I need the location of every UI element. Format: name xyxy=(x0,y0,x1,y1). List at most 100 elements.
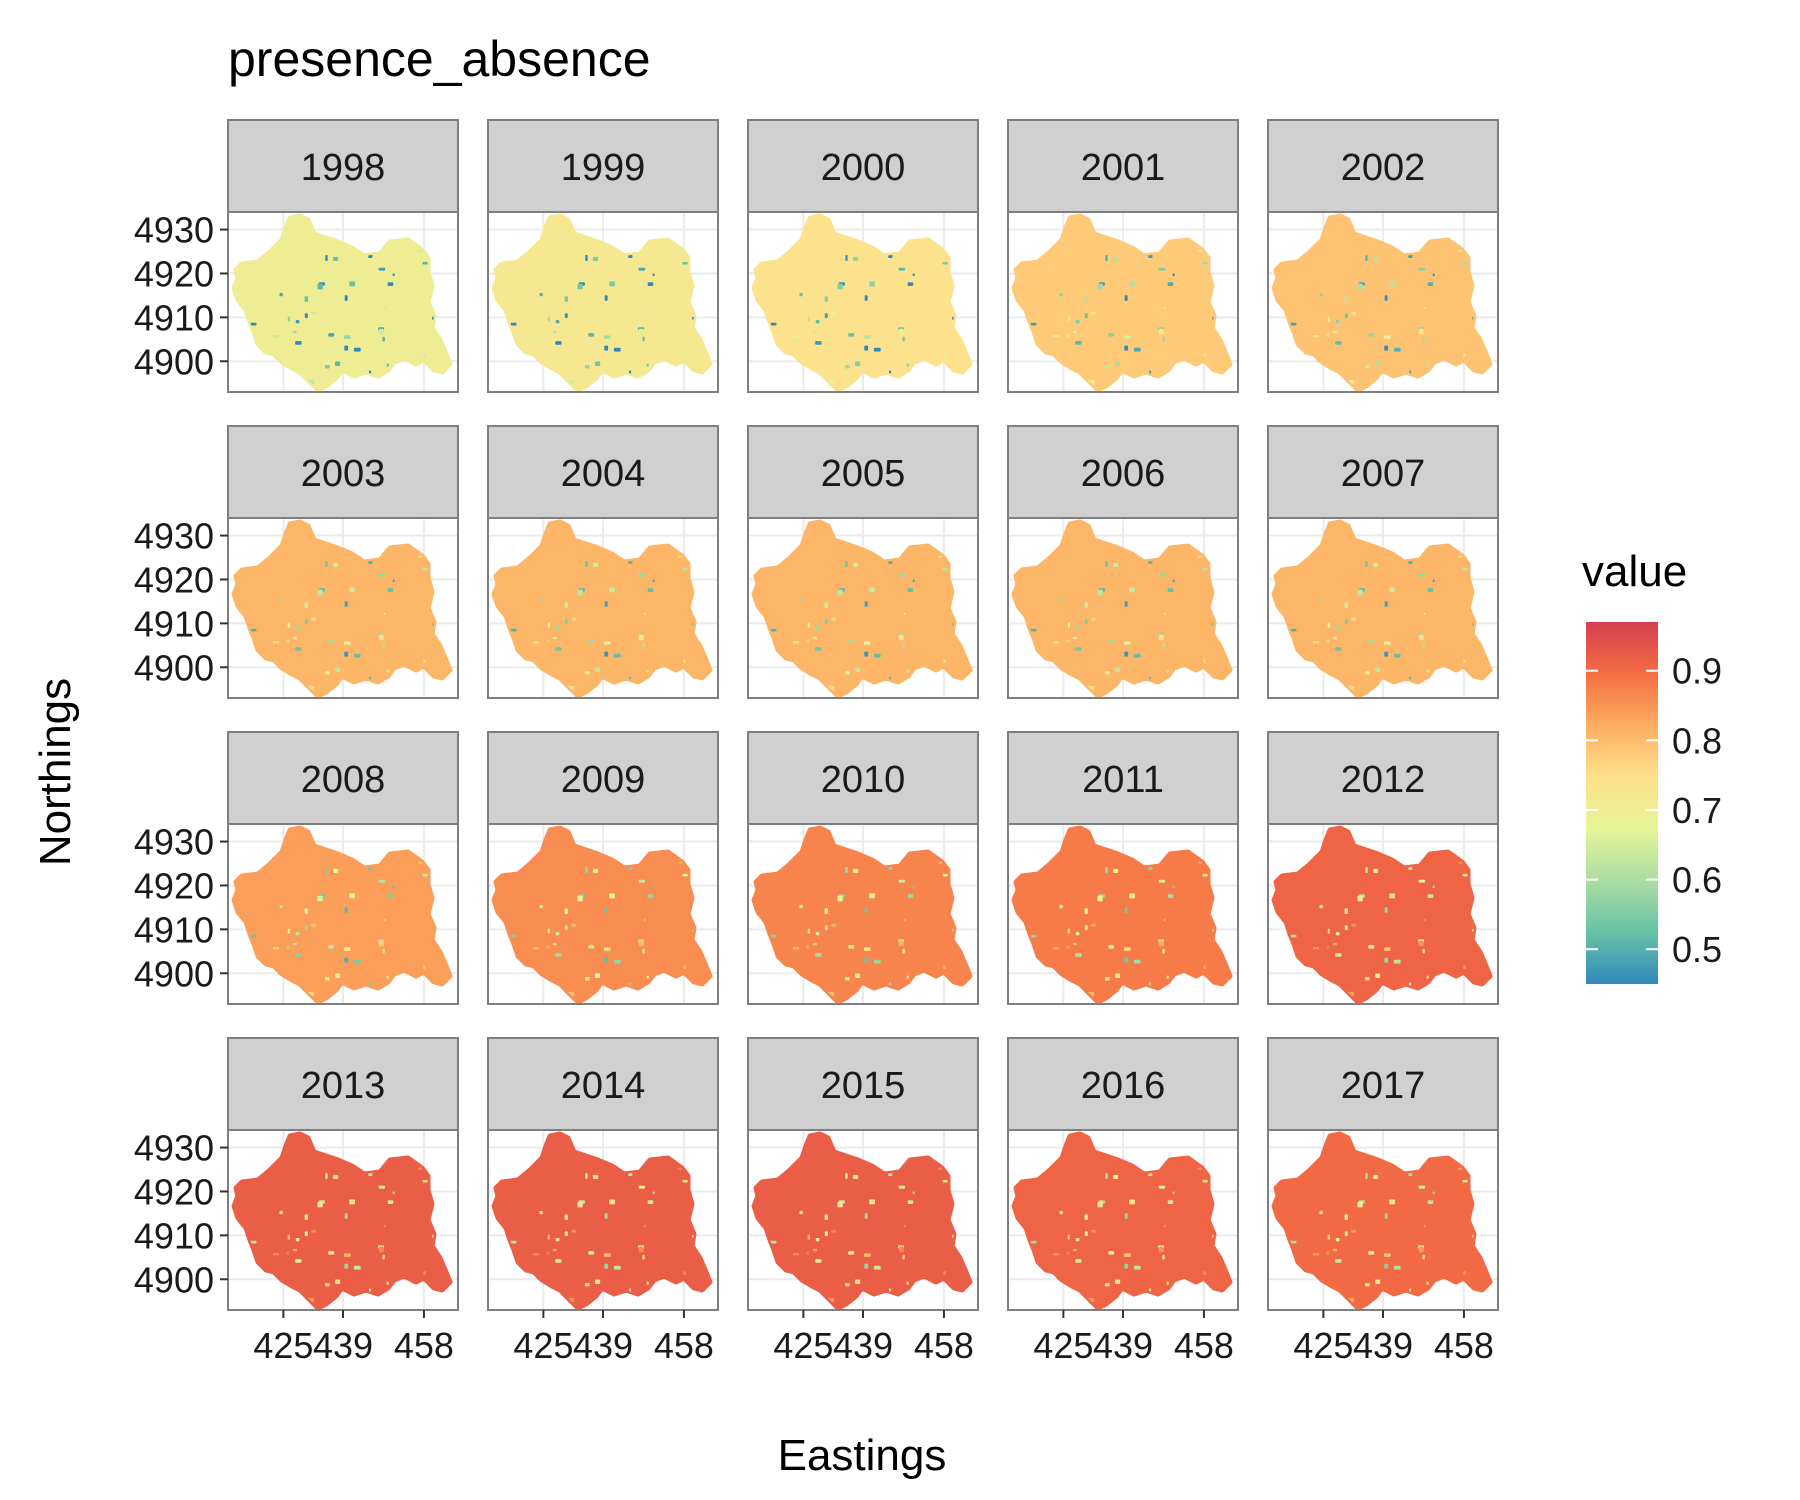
value-speck xyxy=(1084,1214,1089,1221)
value-speck xyxy=(1124,345,1129,351)
value-speck xyxy=(383,612,386,616)
value-speck xyxy=(1124,957,1129,963)
value-speck xyxy=(539,904,543,909)
value-speck xyxy=(906,975,909,979)
value-speck xyxy=(824,908,829,915)
value-speck xyxy=(824,313,828,319)
value-speck xyxy=(638,940,644,947)
value-speck xyxy=(1351,1229,1357,1233)
facet-panel: 2010 xyxy=(747,731,979,1005)
value-speck xyxy=(509,628,517,632)
facet-strip-label: 2008 xyxy=(301,759,386,801)
value-speck xyxy=(1097,283,1103,290)
value-speck xyxy=(546,333,550,338)
value-speck xyxy=(792,1253,800,1256)
value-speck xyxy=(609,281,615,287)
panel-border xyxy=(747,823,979,1005)
value-speck xyxy=(638,573,646,577)
value-speck xyxy=(815,1259,822,1263)
value-speck xyxy=(603,1253,611,1257)
value-speck xyxy=(295,320,300,324)
value-speck xyxy=(378,267,386,271)
value-speck xyxy=(1335,626,1340,630)
value-speck xyxy=(1357,895,1363,902)
value-speck xyxy=(378,634,384,641)
value-speck xyxy=(594,667,601,672)
value-speck xyxy=(831,1229,837,1233)
facet-panel: 2004 xyxy=(487,425,719,699)
value-speck xyxy=(509,934,517,938)
value-speck xyxy=(642,336,645,342)
value-speck xyxy=(328,1251,335,1255)
y-axis-label: Northings xyxy=(31,678,80,866)
value-speck xyxy=(422,1179,428,1183)
value-speck xyxy=(647,1200,654,1204)
value-speck xyxy=(509,1240,517,1244)
facet-strip-label: 1999 xyxy=(561,147,646,189)
facet-panel: 2007 xyxy=(1267,425,1499,699)
value-speck xyxy=(1052,335,1060,338)
value-speck xyxy=(677,861,683,864)
value-speck xyxy=(863,641,871,645)
value-speck xyxy=(638,879,646,883)
value-speck xyxy=(903,306,906,310)
value-speck xyxy=(332,256,339,262)
panel-border xyxy=(1007,211,1239,393)
value-speck xyxy=(1133,959,1141,964)
value-speck xyxy=(942,873,948,877)
value-speck xyxy=(1158,879,1166,883)
value-speck xyxy=(1289,628,1297,632)
value-speck xyxy=(912,885,915,889)
value-speck xyxy=(1335,953,1342,957)
value-speck xyxy=(652,1191,655,1195)
value-speck xyxy=(604,345,609,351)
value-speck xyxy=(1463,965,1466,970)
value-speck xyxy=(682,261,688,265)
value-speck xyxy=(1423,918,1426,922)
value-speck xyxy=(1423,612,1426,616)
value-speck xyxy=(845,1173,848,1180)
value-speck xyxy=(571,617,577,621)
value-speck xyxy=(677,555,683,558)
region-shape xyxy=(751,213,973,393)
value-speck xyxy=(1133,653,1141,658)
value-speck xyxy=(863,947,871,951)
value-speck xyxy=(1112,1174,1119,1180)
facet-strip-label: 2003 xyxy=(301,453,386,495)
value-speck xyxy=(873,347,881,352)
value-speck xyxy=(249,628,257,632)
value-speck xyxy=(1072,636,1077,640)
value-speck xyxy=(555,320,560,324)
value-speck xyxy=(1167,1200,1174,1204)
value-speck xyxy=(638,634,644,641)
value-speck xyxy=(1104,977,1110,981)
value-speck xyxy=(1384,601,1388,607)
value-speck xyxy=(1133,1265,1141,1270)
value-speck xyxy=(571,311,577,315)
value-speck xyxy=(1335,320,1340,324)
value-speck xyxy=(1097,895,1103,902)
value-speck xyxy=(1133,347,1141,352)
value-speck xyxy=(1112,868,1119,874)
value-speck xyxy=(295,341,302,345)
value-speck xyxy=(844,671,850,675)
value-speck xyxy=(1364,671,1370,675)
value-speck xyxy=(286,945,290,950)
value-speck xyxy=(1374,361,1381,366)
value-speck xyxy=(343,947,351,951)
value-speck xyxy=(799,1210,803,1215)
value-speck xyxy=(1335,1259,1342,1263)
value-speck xyxy=(869,1199,875,1205)
value-speck xyxy=(1203,659,1206,664)
facet-strip xyxy=(1267,425,1499,519)
value-speck xyxy=(1427,894,1434,898)
value-region xyxy=(231,825,453,1005)
value-speck xyxy=(332,562,339,568)
value-speck xyxy=(792,641,800,644)
value-speck xyxy=(869,587,875,593)
value-speck xyxy=(1384,957,1389,963)
value-speck xyxy=(1365,255,1368,262)
y-tick-label: 4930 xyxy=(134,1128,214,1169)
